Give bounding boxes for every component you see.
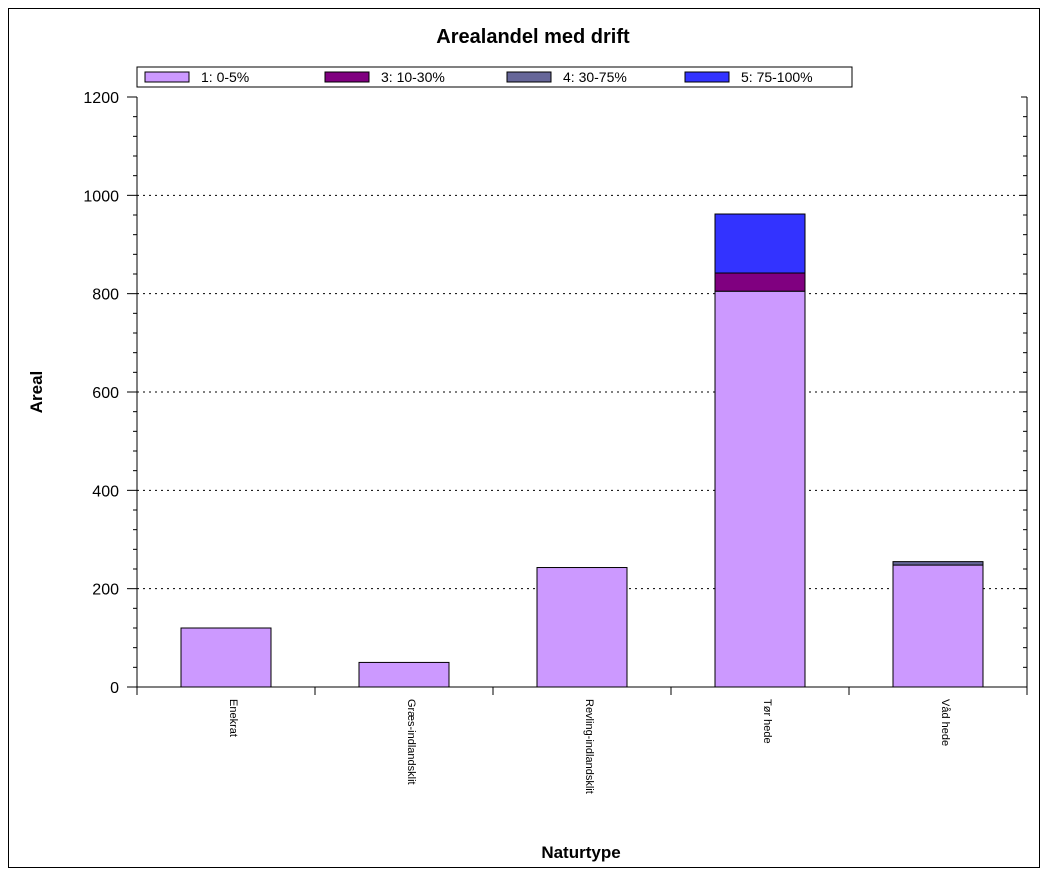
y-tick-label: 600 <box>92 385 119 402</box>
chart-frame <box>8 8 1040 868</box>
x-tick-label: Enekrat <box>227 699 239 737</box>
y-tick-label: 200 <box>92 582 119 599</box>
legend-label: 4: 30-75% <box>563 69 627 85</box>
legend-swatch <box>144 71 190 83</box>
legend-swatch <box>324 71 370 83</box>
legend: 1: 0-5% 3: 10-30% 4: 30-75% 5: 75-100% <box>136 66 853 88</box>
legend-box <box>136 66 853 88</box>
legend-swatch <box>506 71 552 83</box>
y-tick-label: 1200 <box>83 90 119 107</box>
legend-label: 1: 0-5% <box>201 69 249 85</box>
grid <box>137 194 1027 590</box>
bar-segment <box>892 561 984 566</box>
y-tick-label: 0 <box>110 680 119 697</box>
y-axis-title: Areal <box>27 371 46 414</box>
y-tick-label: 400 <box>92 483 119 500</box>
chart-title: Arealandel med drift <box>436 26 630 48</box>
x-tick-label: Tør hede <box>761 699 773 744</box>
bar-segment <box>358 661 450 688</box>
x-tick-label: Revling-indlandsklit <box>583 699 595 794</box>
bar-segment <box>714 213 806 274</box>
bar-segment <box>180 627 272 688</box>
x-tick-label: Græs-indlandsklit <box>405 699 417 785</box>
legend-swatch <box>684 71 730 83</box>
x-axis-title: Naturtype <box>541 843 620 862</box>
y-tick-label: 1000 <box>83 188 119 205</box>
axes: 0 200 400 600 800 1000 1200 Enekrat Græs-indland… <box>83 90 1028 794</box>
bar-segment <box>536 567 628 688</box>
legend-label: 3: 10-30% <box>381 69 445 85</box>
y-tick-label: 800 <box>92 287 119 304</box>
bar-segment <box>714 272 806 292</box>
bars <box>180 213 984 688</box>
bar-segment <box>892 564 984 688</box>
legend-label: 5: 75-100% <box>741 69 813 85</box>
bar-segment <box>714 290 806 688</box>
x-tick-label: Våd hede <box>939 699 951 746</box>
